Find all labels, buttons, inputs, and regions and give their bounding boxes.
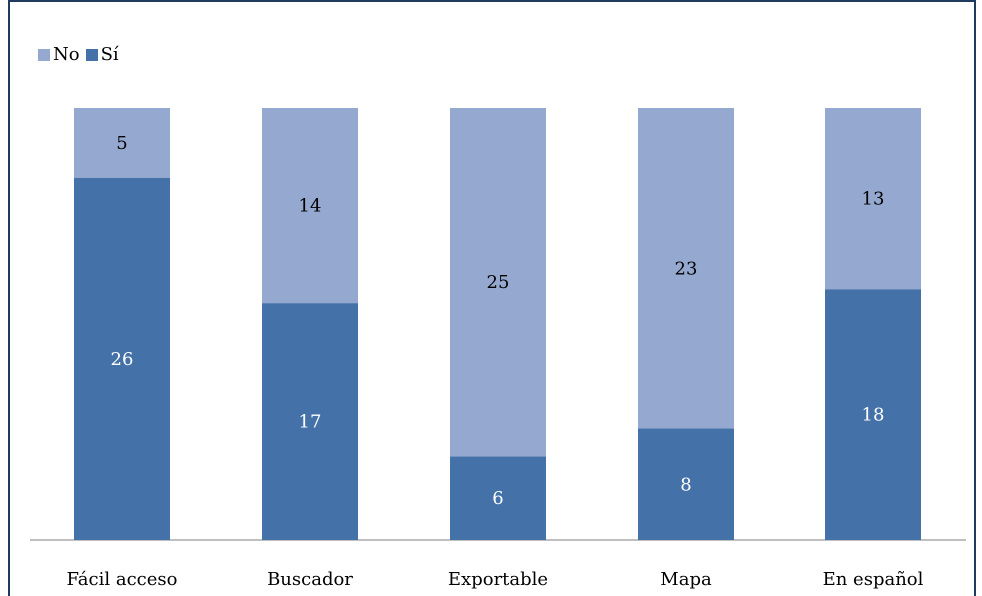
data-label-no-2: 25: [487, 272, 510, 293]
legend-label-no: No: [53, 44, 80, 65]
x-tick-label-4: En español: [823, 569, 924, 590]
data-label-no-4: 13: [862, 189, 885, 210]
bar-no-4: [825, 108, 921, 290]
legend-swatch-no: [38, 48, 50, 61]
x-tick-label-2: Exportable: [448, 569, 548, 590]
legend-swatch-si: [85, 48, 98, 61]
data-label-no-3: 23: [675, 258, 698, 279]
data-label-si-2: 6: [492, 488, 503, 509]
data-label-no-0: 5: [116, 133, 127, 154]
legend-label-si: Sí: [100, 44, 119, 65]
data-label-no-1: 14: [299, 196, 322, 217]
legend: No Sí: [38, 44, 125, 65]
bar-si-3: [638, 428, 734, 540]
data-label-si-1: 17: [299, 412, 322, 433]
bar-no-3: [638, 108, 734, 429]
bar-si-1: [262, 303, 358, 540]
x-tick-label-1: Buscador: [267, 569, 353, 590]
bar-si-2: [450, 456, 546, 540]
bar-no-1: [262, 108, 358, 304]
bar-si-4: [825, 289, 921, 540]
data-label-si-4: 18: [862, 405, 885, 426]
legend-item-no: No: [38, 44, 80, 65]
x-tick-label-3: Mapa: [660, 569, 712, 590]
legend-item-si: Sí: [85, 44, 119, 65]
x-tick-label-0: Fácil acceso: [67, 569, 178, 590]
data-label-si-3: 8: [680, 474, 691, 495]
bar-si-0: [74, 177, 170, 540]
bar-no-0: [74, 108, 170, 178]
bar-no-2: [450, 108, 546, 457]
data-label-si-0: 26: [111, 349, 134, 370]
